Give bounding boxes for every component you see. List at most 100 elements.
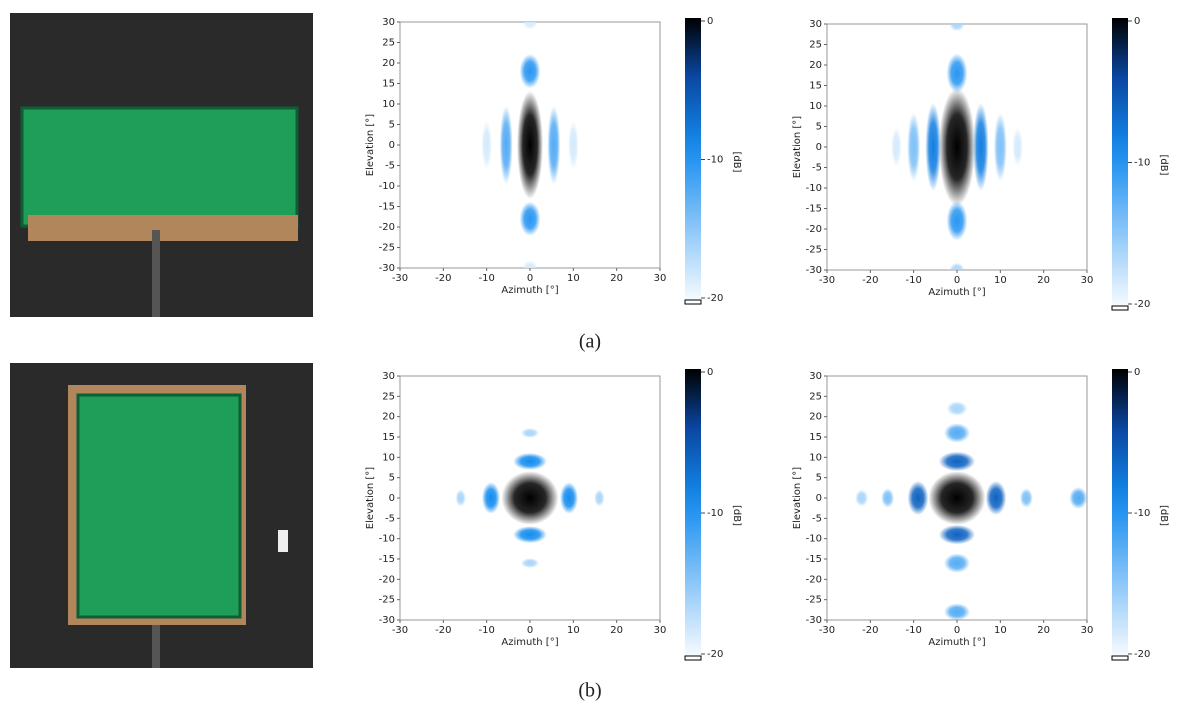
photo-a xyxy=(10,13,313,317)
z-tick-label: 0 xyxy=(1134,16,1140,27)
y-tick-label: 15 xyxy=(382,79,395,90)
y-tick-label: 25 xyxy=(809,391,822,402)
y-tick-label: -20 xyxy=(379,574,395,585)
y-tick-label: -5 xyxy=(812,163,822,174)
lobe xyxy=(481,482,501,514)
y-tick-label: -10 xyxy=(806,183,822,194)
z-axis-label: [dB] xyxy=(731,151,742,172)
lobe xyxy=(1019,488,1033,508)
x-axis-label: Azimuth [°] xyxy=(501,285,558,296)
lobe xyxy=(949,24,965,32)
y-tick-label: -20 xyxy=(379,222,395,233)
y-tick-label: 15 xyxy=(382,432,395,443)
y-tick-label: 10 xyxy=(809,101,822,112)
y-tick-label: 30 xyxy=(809,371,822,382)
z-tick-label: -20 xyxy=(1134,299,1150,310)
x-tick-label: 10 xyxy=(567,273,580,284)
x-tick-label: 20 xyxy=(610,273,623,284)
y-tick-label: 20 xyxy=(382,412,395,423)
lobe xyxy=(519,201,541,237)
lobe xyxy=(946,53,968,93)
colorbar-frame xyxy=(684,299,702,305)
x-axis-label: Azimuth [°] xyxy=(501,637,558,648)
x-tick-label: -20 xyxy=(862,275,878,286)
y-axis-label: Elevation [°] xyxy=(365,467,376,530)
lobe xyxy=(938,451,976,472)
lobe xyxy=(938,524,976,545)
y-tick-label: 10 xyxy=(809,452,822,463)
z-tick-label: -10 xyxy=(707,508,723,519)
z-tick-label: -10 xyxy=(1134,158,1150,169)
y-tick-label: 0 xyxy=(816,142,822,153)
x-tick-label: -30 xyxy=(819,275,835,286)
x-tick-label: 30 xyxy=(1081,275,1094,286)
lobe xyxy=(520,558,540,568)
y-tick-label: 0 xyxy=(816,493,822,504)
x-tick-label: 10 xyxy=(994,275,1007,286)
y-tick-label: 0 xyxy=(389,140,395,151)
x-tick-label: -10 xyxy=(478,273,494,284)
lobe xyxy=(517,90,543,200)
lobe xyxy=(985,480,1007,516)
y-tick-label: 5 xyxy=(389,120,395,131)
x-axis-label: Azimuth [°] xyxy=(928,287,985,298)
y-tick-label: -25 xyxy=(806,245,822,256)
lobe xyxy=(594,489,605,507)
x-tick-label: -20 xyxy=(435,273,451,284)
x-tick-label: 0 xyxy=(527,273,533,284)
lobes xyxy=(891,24,1023,270)
lobe xyxy=(1069,487,1087,509)
x-tick-label: -30 xyxy=(392,273,408,284)
lobe xyxy=(522,22,538,30)
y-tick-label: -20 xyxy=(806,224,822,235)
y-tick-label: 15 xyxy=(809,432,822,443)
z-axis-label: [dB] xyxy=(1158,154,1169,175)
lobes xyxy=(855,401,1087,620)
lobe xyxy=(855,489,869,507)
y-tick-label: 25 xyxy=(382,391,395,402)
lobes xyxy=(481,22,579,268)
y-tick-label: -5 xyxy=(385,161,395,172)
x-axis-label: Azimuth [°] xyxy=(928,637,985,648)
y-tick-label: -15 xyxy=(379,202,395,213)
y-tick-label: 25 xyxy=(809,40,822,51)
lobe xyxy=(946,401,968,416)
panel-label: (a) xyxy=(579,331,601,353)
lobe xyxy=(499,105,513,185)
lobe xyxy=(547,105,561,185)
lobe xyxy=(925,102,941,192)
lobe xyxy=(944,423,970,443)
y-tick-label: -15 xyxy=(806,554,822,565)
y-tick-label: 20 xyxy=(809,60,822,71)
x-tick-label: 20 xyxy=(610,625,623,636)
x-tick-label: -10 xyxy=(478,625,494,636)
photo-b xyxy=(10,363,313,668)
y-tick-label: -10 xyxy=(806,534,822,545)
y-tick-label: 15 xyxy=(809,81,822,92)
lobe xyxy=(455,489,466,507)
y-tick-label: 20 xyxy=(382,58,395,69)
x-tick-label: 0 xyxy=(954,275,960,286)
y-tick-label: 20 xyxy=(809,412,822,423)
z-tick-label: -20 xyxy=(707,649,723,660)
x-tick-label: 0 xyxy=(527,625,533,636)
x-tick-label: -20 xyxy=(435,625,451,636)
colorbar-frame xyxy=(1111,305,1129,311)
x-tick-label: 20 xyxy=(1037,625,1050,636)
y-tick-label: -30 xyxy=(379,263,395,274)
x-tick-label: -30 xyxy=(392,625,408,636)
y-tick-label: -5 xyxy=(385,513,395,524)
y-tick-label: -30 xyxy=(806,615,822,626)
x-tick-label: 30 xyxy=(654,625,667,636)
y-axis-label: Elevation [°] xyxy=(365,114,376,177)
y-tick-label: -30 xyxy=(379,615,395,626)
lobe xyxy=(944,553,970,573)
z-tick-label: -10 xyxy=(1134,508,1150,519)
y-tick-label: 30 xyxy=(382,371,395,382)
lobe xyxy=(907,112,921,182)
lobe xyxy=(944,603,970,620)
lobe xyxy=(881,488,895,508)
y-tick-label: -15 xyxy=(806,204,822,215)
y-axis-label: Elevation [°] xyxy=(792,116,803,179)
